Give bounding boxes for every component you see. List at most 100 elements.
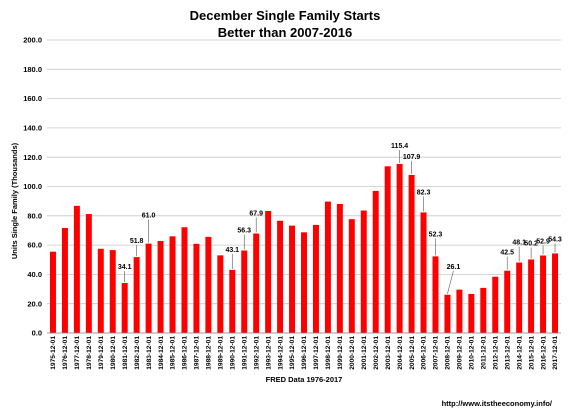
data-label: 56.3 xyxy=(237,228,251,235)
data-label: 51.8 xyxy=(130,238,144,245)
y-axis-ticks: 0.0 20.0 40.0 60.0 80.0 100.0 120.0 140.0 160.0 1… xyxy=(23,36,42,338)
x-tick-label: 1993-12-01 xyxy=(265,336,272,370)
x-tick-label: 1989-12-01 xyxy=(218,336,225,370)
bar xyxy=(61,227,68,333)
x-tick-label: 1995-12-01 xyxy=(289,336,296,370)
x-tick-label: 2008-12-01 xyxy=(445,336,452,370)
bar xyxy=(336,203,343,333)
chart-title: December Single Family Starts xyxy=(190,8,381,23)
y-tick-label: 140.0 xyxy=(23,124,42,133)
x-axis-label: FRED Data 1976-2017 xyxy=(266,375,343,384)
x-tick-label: 1981-12-01 xyxy=(122,336,129,370)
data-label: 43.1 xyxy=(225,247,239,254)
x-tick-label: 2006-12-01 xyxy=(421,336,428,370)
x-tick-label: 1975-12-01 xyxy=(50,336,57,370)
x-tick-label: 1994-12-01 xyxy=(277,336,284,370)
x-tick-label: 2012-12-01 xyxy=(492,336,499,370)
y-tick-label: 40.0 xyxy=(27,270,42,279)
x-tick-label: 1990-12-01 xyxy=(229,336,236,370)
x-tick-label: 1979-12-01 xyxy=(98,336,105,370)
y-tick-label: 0.0 xyxy=(32,329,42,338)
data-label: 67.9 xyxy=(249,211,263,218)
x-tick-label: 2003-12-01 xyxy=(385,336,392,370)
bar xyxy=(552,253,559,333)
data-label: 34.1 xyxy=(118,264,132,271)
data-label: 82.3 xyxy=(417,189,431,196)
y-tick-label: 100.0 xyxy=(23,182,42,191)
x-tick-label: 2005-12-01 xyxy=(409,336,416,370)
data-label: 107.9 xyxy=(403,154,421,161)
data-label: 61.0 xyxy=(142,213,156,220)
bar xyxy=(181,227,188,333)
y-axis-label: Units Single Family (Thousands) xyxy=(10,142,19,259)
bar xyxy=(229,269,236,333)
bar xyxy=(360,210,367,333)
x-tick-label: 1988-12-01 xyxy=(206,336,213,370)
data-label: 26.1 xyxy=(447,264,461,271)
bar xyxy=(157,240,164,333)
x-tick-label: 2014-12-01 xyxy=(516,336,523,370)
x-tick-label: 1982-12-01 xyxy=(134,336,141,370)
bar xyxy=(384,166,391,333)
bar xyxy=(145,243,152,333)
x-tick-label: 2015-12-01 xyxy=(528,336,535,370)
bar xyxy=(241,250,248,333)
label-leader-lines xyxy=(124,149,556,294)
x-tick-label: 2002-12-01 xyxy=(373,336,380,370)
x-tick-label: 1998-12-01 xyxy=(325,336,332,370)
source-credit: http://www.itstheeconomy.info/ xyxy=(442,399,553,408)
data-label: 52.3 xyxy=(429,231,443,238)
bar xyxy=(277,220,284,333)
y-tick-label: 180.0 xyxy=(23,65,42,74)
bar xyxy=(324,201,331,333)
bar xyxy=(253,233,260,333)
x-tick-label: 1983-12-01 xyxy=(146,336,153,370)
bar xyxy=(348,219,355,333)
x-tick-label: 2004-12-01 xyxy=(397,336,404,370)
x-tick-label: 2017-12-01 xyxy=(552,336,559,370)
bar xyxy=(109,250,116,333)
x-tick-label: 1978-12-01 xyxy=(86,336,93,370)
x-tick-label: 1996-12-01 xyxy=(301,336,308,370)
y-tick-label: 20.0 xyxy=(27,299,42,308)
data-label: 50.2 xyxy=(524,240,538,247)
x-tick-label: 1991-12-01 xyxy=(241,336,248,370)
x-tick-label: 1984-12-01 xyxy=(158,336,165,370)
bar xyxy=(516,262,523,333)
bar xyxy=(73,205,80,333)
y-tick-label: 160.0 xyxy=(23,94,42,103)
x-tick-label: 1999-12-01 xyxy=(337,336,344,370)
x-tick-label: 2007-12-01 xyxy=(433,336,440,370)
bar xyxy=(492,276,499,333)
bar xyxy=(540,255,547,333)
x-axis-ticks: 1975-12-01 1976-12-01 1977-12-01 1978-12-01… xyxy=(50,336,559,370)
bar xyxy=(85,214,92,333)
x-tick-label: 2011-12-01 xyxy=(481,336,488,370)
x-tick-label: 2013-12-01 xyxy=(504,336,511,370)
label-leader-line xyxy=(447,270,454,294)
bar xyxy=(456,289,463,333)
chart-subtitle: Better than 2007-2016 xyxy=(218,25,352,40)
bar xyxy=(312,224,319,333)
data-label: 115.4 xyxy=(391,143,408,150)
x-tick-label: 1987-12-01 xyxy=(194,336,201,370)
bar xyxy=(49,251,56,333)
bar xyxy=(444,294,451,333)
x-tick-label: 2000-12-01 xyxy=(349,336,356,370)
bar xyxy=(396,163,403,333)
x-tick-label: 2010-12-01 xyxy=(469,336,476,370)
bar xyxy=(432,256,439,333)
bar xyxy=(408,174,415,333)
bar xyxy=(121,283,128,333)
bar xyxy=(205,236,212,333)
bar xyxy=(372,190,379,333)
data-labels: 34.1 51.8 61.0 43.1 56.3 67.9 115.4 107.9 82.3 52… xyxy=(118,143,562,271)
y-tick-label: 80.0 xyxy=(27,211,42,220)
x-tick-label: 1977-12-01 xyxy=(74,336,81,370)
bar xyxy=(133,257,140,333)
data-label: 42.5 xyxy=(500,250,514,257)
bar xyxy=(301,232,307,333)
bar xyxy=(289,225,296,333)
data-label: 52.9 xyxy=(536,239,550,246)
